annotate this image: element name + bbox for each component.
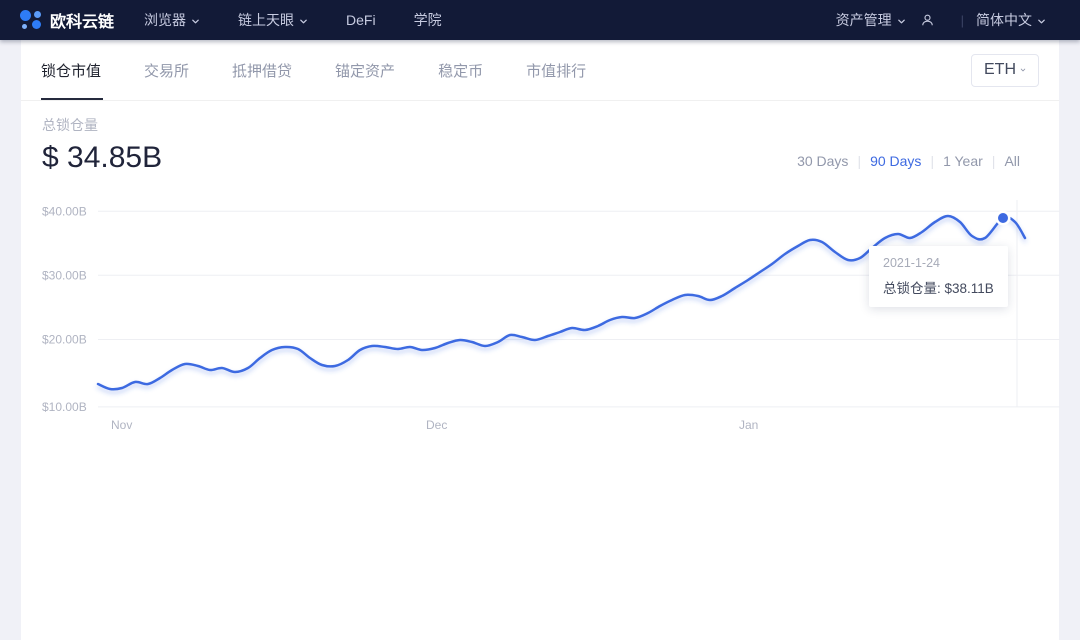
svg-text:$40.00B: $40.00B bbox=[42, 204, 87, 218]
svg-text:Dec: Dec bbox=[426, 418, 447, 432]
svg-text:$30.00B: $30.00B bbox=[42, 268, 87, 282]
svg-text:Nov: Nov bbox=[111, 418, 132, 432]
svg-text:Jan: Jan bbox=[739, 418, 758, 432]
svg-text:$20.00B: $20.00B bbox=[42, 333, 87, 347]
svg-text:$10.00B: $10.00B bbox=[42, 400, 87, 414]
